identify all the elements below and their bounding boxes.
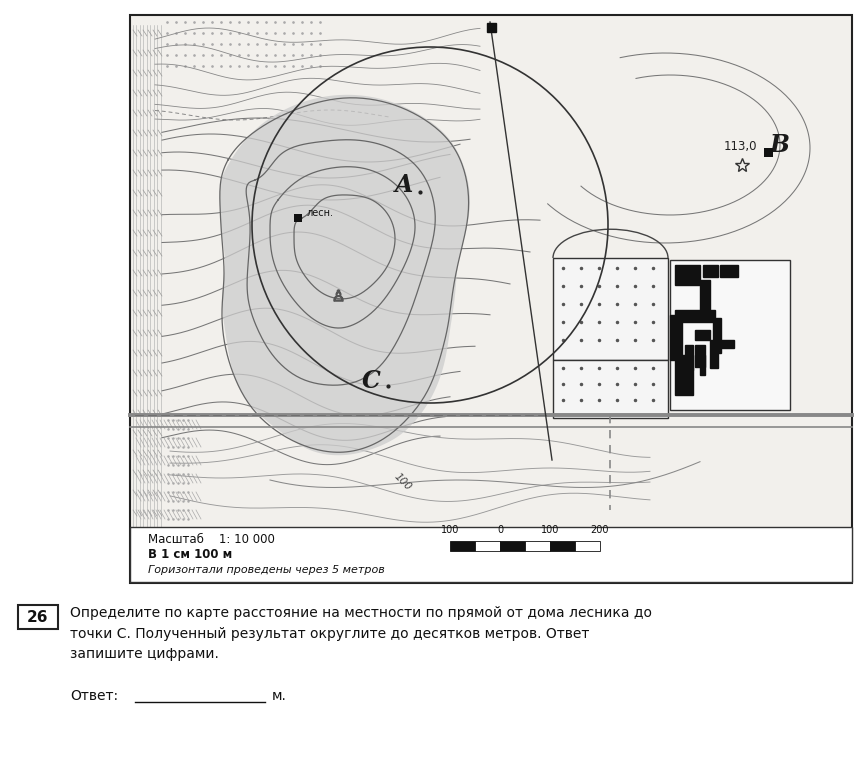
Bar xyxy=(450,541,475,551)
Bar xyxy=(720,340,734,348)
Text: м.: м. xyxy=(272,689,287,703)
Text: Ответ:: Ответ: xyxy=(70,689,118,703)
Bar xyxy=(550,541,575,551)
Bar xyxy=(675,310,715,322)
Text: В 1 см 100 м: В 1 см 100 м xyxy=(148,548,232,561)
Bar xyxy=(487,23,496,32)
Bar xyxy=(130,527,852,582)
Bar xyxy=(670,260,790,410)
Bar xyxy=(130,15,852,583)
Text: Масштаб    1: 10 000: Масштаб 1: 10 000 xyxy=(148,533,275,546)
Bar xyxy=(720,265,738,277)
Bar xyxy=(710,340,718,368)
Text: точки C. Полученный результат округлите до десятков метров. Ответ: точки C. Полученный результат округлите … xyxy=(70,627,590,641)
Text: 26: 26 xyxy=(27,609,49,625)
Bar xyxy=(703,265,718,277)
Text: C: C xyxy=(362,369,381,393)
Bar xyxy=(675,355,693,395)
Text: 100: 100 xyxy=(392,471,413,492)
Bar xyxy=(695,330,710,340)
Text: Горизонтали проведены через 5 метров: Горизонтали проведены через 5 метров xyxy=(148,565,384,575)
Bar xyxy=(700,355,705,375)
Bar xyxy=(553,258,668,360)
Bar xyxy=(670,315,682,360)
Text: A: A xyxy=(395,173,413,197)
Bar xyxy=(500,541,525,551)
Bar xyxy=(294,214,302,222)
Bar xyxy=(713,318,721,353)
Text: 100: 100 xyxy=(441,525,459,535)
Bar xyxy=(700,280,710,310)
Bar xyxy=(575,541,600,551)
Text: запишите цифрами.: запишите цифрами. xyxy=(70,647,219,661)
Bar xyxy=(525,541,550,551)
Bar xyxy=(764,148,773,157)
Bar xyxy=(675,265,700,285)
Text: лесн.: лесн. xyxy=(307,208,334,218)
Bar xyxy=(685,345,693,370)
Text: 0: 0 xyxy=(497,525,503,535)
Text: B: B xyxy=(770,133,790,157)
Text: 200: 200 xyxy=(591,525,609,535)
Text: 113,0: 113,0 xyxy=(724,140,758,153)
Text: 100: 100 xyxy=(541,525,559,535)
Text: Определите по карте расстояние на местности по прямой от дома лесника до: Определите по карте расстояние на местно… xyxy=(70,606,652,620)
Bar xyxy=(553,360,668,418)
Bar xyxy=(475,541,500,551)
Polygon shape xyxy=(220,95,470,455)
Bar xyxy=(18,605,58,629)
Bar xyxy=(695,345,705,367)
